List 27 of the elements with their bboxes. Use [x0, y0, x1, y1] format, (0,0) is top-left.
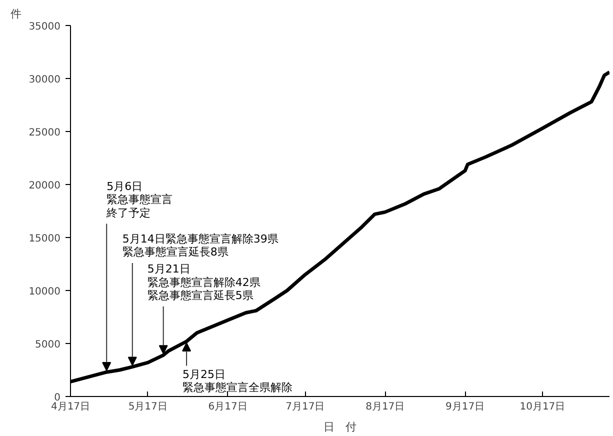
x-tick-label: 8月17日	[366, 402, 405, 412]
x-tick-label: 5月17日	[128, 402, 168, 412]
annotation: 終了予定	[106, 206, 151, 220]
annotation: 5月14日緊急事態宣言解除39県	[122, 232, 278, 246]
x-tick-label: 9月17日	[446, 402, 485, 412]
y-tick-label: 15000	[28, 234, 60, 244]
y-tick-label: 5000	[35, 340, 61, 350]
annotation: 5月6日	[106, 180, 143, 193]
y-tick-label: 35000	[28, 22, 60, 32]
y-tick-label: 10000	[28, 286, 60, 298]
x-tick-label: 6月17日	[208, 402, 248, 412]
annotation: 5月25日	[182, 368, 226, 381]
annotation: 緊急事態宣言延長5県	[147, 289, 254, 302]
y-tick-label: 25000	[28, 128, 60, 138]
annotation: 緊急事態宣言解除42県	[147, 276, 260, 289]
annotation: 緊急事態宣言全県解除	[182, 381, 293, 394]
x-tick-label: 4月17日	[50, 402, 90, 412]
x-axis-title: 日 付	[324, 420, 356, 434]
annotation: 緊急事態宣言延長8県	[122, 246, 228, 259]
x-tick-label: 7月17日	[286, 402, 325, 412]
annotation: 緊急事態宣言	[106, 193, 173, 206]
y-axis-title: 件	[10, 8, 22, 20]
y-tick-label: 30000	[28, 74, 60, 86]
y-tick-label: 20000	[28, 180, 60, 192]
annotation: 5月21日	[147, 262, 190, 276]
y-tick-label: 0	[54, 392, 61, 404]
x-tick-label: 10月17日	[520, 402, 566, 412]
